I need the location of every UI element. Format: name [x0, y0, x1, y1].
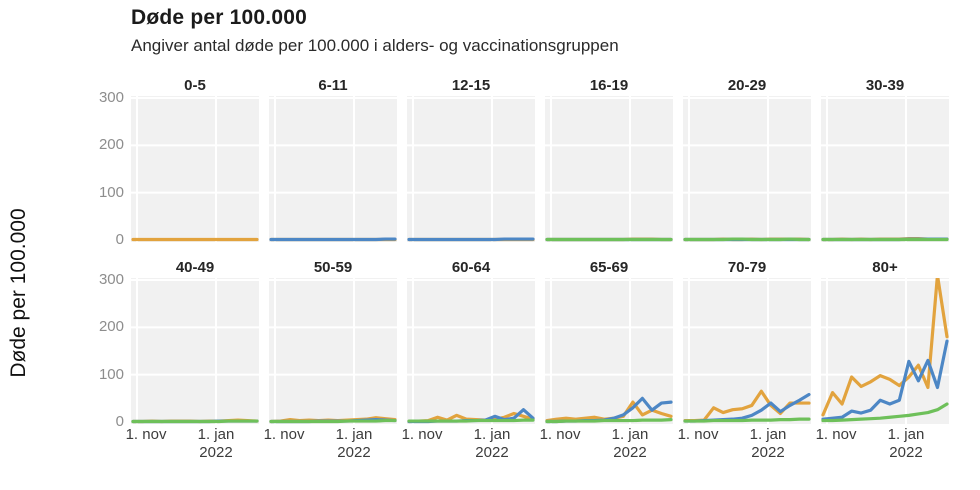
y-tick-label: 100 [98, 365, 124, 383]
panel-plot [545, 96, 673, 242]
x-tick-label: 1. nov [125, 426, 167, 443]
panel-background [269, 96, 397, 242]
panel-background [821, 96, 949, 242]
x-tick-label: 1. nov [539, 426, 581, 443]
panel-plot [683, 278, 811, 424]
panel-plot [269, 96, 397, 242]
x-tick-label: 1. jan 2022 [887, 426, 925, 461]
chart-subtitle: Angiver antal døde per 100.000 i alders-… [131, 36, 619, 55]
y-tick-label: 0 [115, 231, 124, 248]
x-tick-label: 1. jan 2022 [749, 426, 787, 461]
panel-title: 0-5 [184, 77, 206, 94]
panel-background [683, 278, 811, 424]
panel-background [545, 278, 673, 424]
x-tick-label: 1. nov [677, 426, 719, 443]
panel-title: 70-79 [727, 259, 767, 276]
panel-80+: 80+ 1. nov 1. jan 2022 [816, 259, 949, 461]
panel-40-49: 40-49 1. nov 1. jan 2022 [126, 259, 259, 461]
x-tick-label: 1. jan 2022 [473, 426, 511, 461]
x-tick-sublabel: 2022 [337, 444, 371, 461]
panel-title: 80+ [872, 259, 898, 276]
panel-60-64: 60-64 1. nov 1. jan 2022 [402, 259, 535, 461]
x-tick-sublabel: 2022 [199, 444, 233, 461]
panel-plot [545, 278, 673, 424]
panel-12-15: 12-15 [407, 78, 535, 242]
x-tick-label: 1. nov [263, 426, 305, 443]
line-orange [821, 278, 949, 417]
y-tick-label: 0 [115, 413, 124, 430]
line-blue [821, 339, 949, 421]
panel-plot [821, 278, 949, 424]
panel-20-29: 20-29 [683, 78, 811, 242]
x-tick-sublabel: 2022 [613, 444, 647, 461]
panel-plot [269, 278, 397, 424]
panel-title: 6-11 [318, 77, 348, 94]
panel-background [131, 96, 259, 242]
x-tick-label: 1. nov [815, 426, 857, 443]
panel-title: 20-29 [727, 77, 767, 94]
x-tick-label: 1. jan 2022 [197, 426, 235, 461]
x-tick-label: 1. jan 2022 [611, 426, 649, 461]
chart-title: Døde per 100.000 [131, 6, 307, 29]
panel-title: 16-19 [589, 77, 629, 94]
line-green [821, 402, 949, 423]
panel-background [407, 96, 535, 242]
panel-background [407, 278, 535, 424]
panel-plot [407, 96, 535, 242]
x-tick-sublabel: 2022 [475, 444, 509, 461]
y-tick-label: 200 [98, 136, 124, 154]
x-tick-label: 1. nov [401, 426, 443, 443]
panel-plot [683, 96, 811, 242]
panel-50-59: 50-59 1. nov 1. jan 2022 [264, 259, 397, 461]
panels-grid: 0-5 6-11 12-15 16-19 20-29 30-39 40-49 1. nov 1.… [126, 78, 961, 478]
panel-title: 30-39 [865, 77, 905, 94]
panel-plot [131, 278, 259, 424]
y-tick-label: 200 [98, 318, 124, 336]
panel-background [683, 96, 811, 242]
panel-0-5: 0-5 [131, 78, 259, 242]
panel-background [131, 278, 259, 424]
panel-title: 50-59 [313, 259, 353, 276]
y-tick-label: 300 [98, 89, 124, 106]
y-tick-label: 100 [98, 183, 124, 201]
panel-title: 40-49 [175, 259, 215, 276]
line-green [545, 418, 673, 424]
panel-plot [821, 96, 949, 242]
panel-title: 12-15 [451, 77, 491, 94]
panel-plot [407, 278, 535, 424]
panel-title: 65-69 [589, 259, 629, 276]
panel-6-11: 6-11 [269, 78, 397, 242]
x-tick-sublabel: 2022 [889, 444, 923, 461]
line-green [269, 418, 397, 424]
y-tick-label: 300 [98, 271, 124, 288]
panel-plot [131, 96, 259, 242]
panel-background [269, 278, 397, 424]
panel-background [545, 96, 673, 242]
line-green [683, 417, 811, 423]
panel-30-39: 30-39 [821, 78, 949, 242]
panel-70-79: 70-79 1. nov 1. jan 2022 [678, 259, 811, 461]
panel-title: 60-64 [451, 259, 491, 276]
panel-16-19: 16-19 [545, 78, 673, 242]
x-tick-sublabel: 2022 [751, 444, 785, 461]
x-tick-label: 1. jan 2022 [335, 426, 373, 461]
line-green [407, 418, 535, 423]
panel-65-69: 65-69 1. nov 1. jan 2022 [540, 259, 673, 461]
